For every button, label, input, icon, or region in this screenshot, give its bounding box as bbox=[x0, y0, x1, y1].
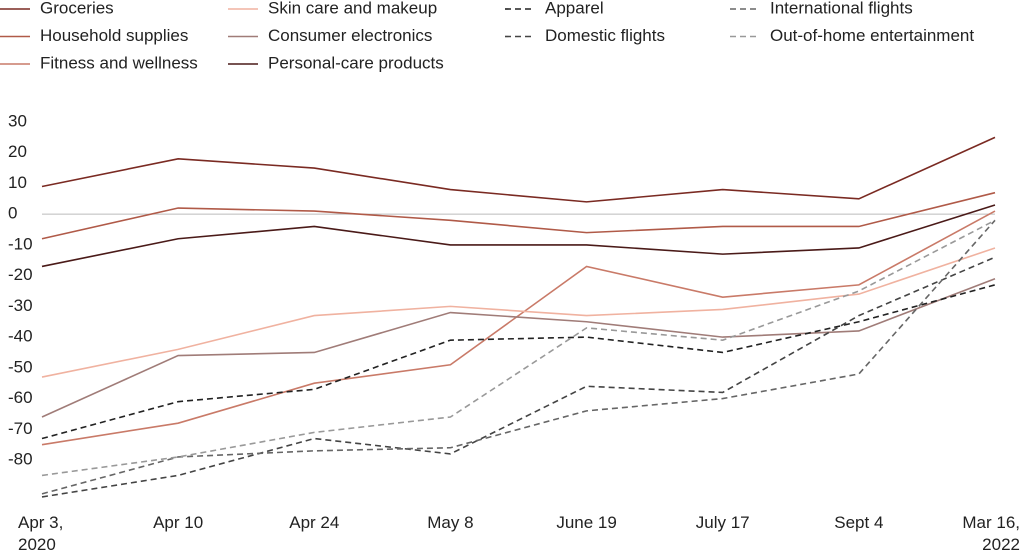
x-tick-label: Mar 16, 2022 bbox=[962, 513, 1020, 554]
y-tick-label: -80 bbox=[8, 450, 33, 469]
y-tick-label: -70 bbox=[8, 419, 33, 438]
series-line bbox=[41, 210, 996, 446]
y-tick-label: -30 bbox=[8, 296, 33, 315]
legend-label: Apparel bbox=[545, 0, 604, 17]
y-tick-label: 0 bbox=[8, 204, 17, 223]
legend-label: Fitness and wellness bbox=[40, 53, 198, 72]
series-line bbox=[41, 247, 996, 378]
y-tick-label: 10 bbox=[8, 173, 27, 192]
y-tick-label: -40 bbox=[8, 327, 33, 346]
legend-label: Personal-care products bbox=[268, 53, 444, 72]
legend-label: Groceries bbox=[40, 0, 114, 17]
y-tick-label: -60 bbox=[8, 388, 33, 407]
legend-label: Consumer electronics bbox=[268, 26, 432, 45]
y-tick-label: -50 bbox=[8, 357, 33, 376]
x-tick-label: Sept 4 bbox=[834, 513, 884, 532]
y-tick-label: -10 bbox=[8, 234, 33, 253]
x-tick-label: Apr 3, 2020 bbox=[18, 513, 64, 554]
x-tick-label: May 8 bbox=[427, 513, 474, 532]
legend-label: International flights bbox=[770, 0, 913, 17]
x-tick-label: Apr 24 bbox=[289, 513, 340, 532]
series-line bbox=[41, 284, 996, 440]
legend-label: Domestic flights bbox=[545, 26, 665, 45]
series-line bbox=[41, 277, 996, 418]
series-line bbox=[41, 136, 996, 203]
legend-label: Skin care and makeup bbox=[268, 0, 437, 17]
y-tick-label: -20 bbox=[8, 265, 33, 284]
series-line bbox=[41, 219, 996, 477]
series-line bbox=[41, 191, 996, 240]
legend-label: Out-of-home entertainment bbox=[770, 26, 974, 45]
x-tick-label: June 19 bbox=[556, 513, 617, 532]
legend-label: Household supplies bbox=[40, 26, 188, 45]
series-line bbox=[41, 204, 996, 268]
y-tick-label: 30 bbox=[8, 111, 27, 130]
y-tick-label: 20 bbox=[8, 142, 27, 161]
x-tick-label: Apr 10 bbox=[153, 513, 204, 532]
series-line bbox=[41, 256, 996, 498]
x-tick-label: July 17 bbox=[695, 513, 750, 532]
series-line bbox=[41, 219, 996, 495]
